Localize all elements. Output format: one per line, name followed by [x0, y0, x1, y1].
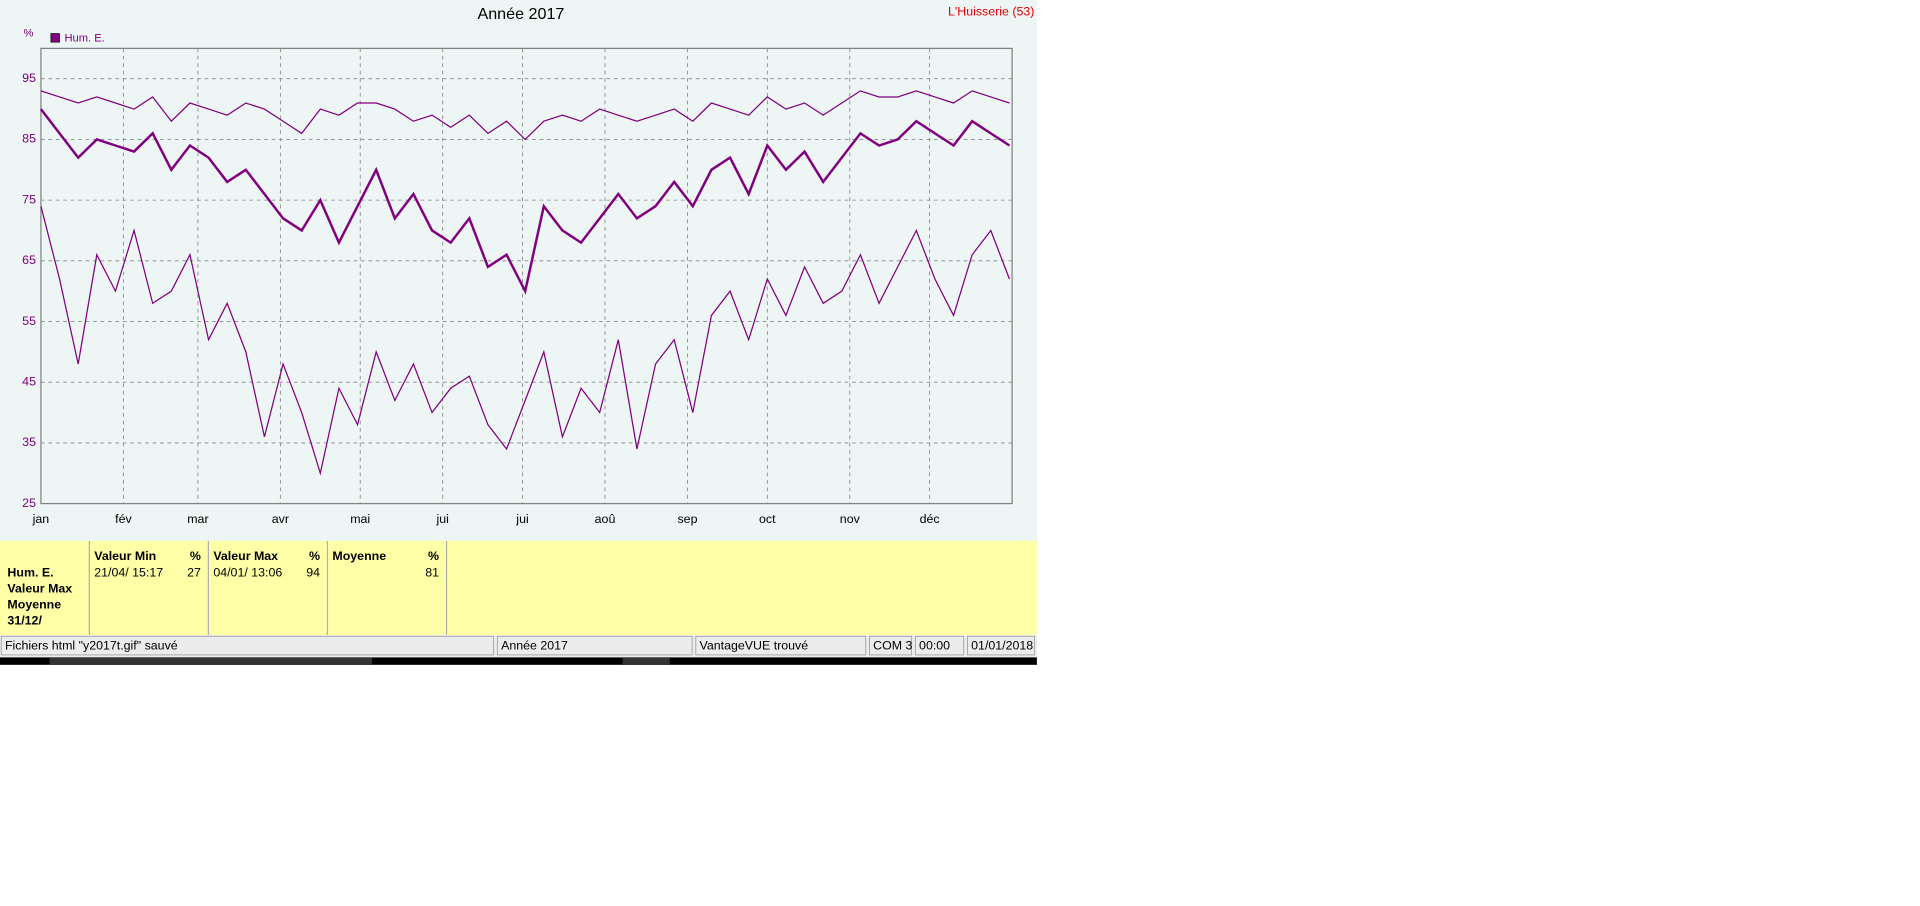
y-tick-label: 75	[22, 192, 36, 206]
status-text: Année 2017	[501, 639, 568, 653]
data-line	[39, 108, 1011, 295]
x-tick-label: oct	[759, 512, 776, 526]
row-label: Moyenne	[7, 598, 61, 612]
x-tick-label: jui	[435, 512, 448, 526]
y-tick-label: 95	[22, 71, 36, 85]
y-tick-label: 25	[22, 496, 36, 510]
summary: Hum. E. Valeur Max Moyenne 31/12/Valeur Min…	[7, 540, 448, 636]
taskbar-item	[622, 657, 670, 665]
column-value: 94	[306, 565, 320, 579]
column-value: 27	[187, 565, 201, 579]
column-unit: %	[309, 549, 320, 563]
x-tick-label: déc	[920, 512, 940, 526]
status-cell	[914, 635, 965, 656]
column-title: Moyenne	[332, 549, 386, 563]
data-line	[40, 206, 1011, 476]
status-cell	[496, 635, 693, 656]
y-tick-label: 35	[22, 435, 36, 449]
column-title: Valeur Max	[213, 549, 278, 563]
legend-label: Hum. E.	[64, 32, 104, 44]
grid: 25 35 45 55 65 75 85 95 jan fév mar avr mai jui jui aoû…	[22, 48, 1013, 526]
station-name: L'Huisserie (53)	[948, 5, 1034, 19]
status-text: Fichiers html "y2017t.gif" sauvé	[5, 639, 178, 653]
y-tick-label: 85	[22, 132, 36, 146]
x-tick-label: jui	[515, 512, 528, 526]
x-tick-label: jan	[32, 512, 50, 526]
x-tick-label: sep	[677, 512, 697, 526]
row-label: Valeur Max	[7, 581, 72, 595]
status-text: 00:00	[919, 639, 950, 653]
status-bar	[0, 635, 1037, 658]
column-title: Valeur Min	[94, 549, 156, 563]
x-tick-label: avr	[272, 512, 289, 526]
x-tick-label: mai	[350, 512, 370, 526]
chart-title: Année 2017	[477, 5, 564, 23]
column-unit: %	[190, 549, 201, 563]
row-label: 31/12/	[7, 614, 42, 628]
x-tick-label: mar	[187, 512, 208, 526]
x-tick-label: nov	[840, 512, 861, 526]
x-tick-label: aoû	[595, 512, 616, 526]
status-cell	[869, 635, 913, 656]
taskbar-strip	[0, 657, 1037, 665]
row-label: Hum. E.	[7, 565, 53, 579]
column-value: 81	[425, 565, 439, 579]
y-unit: %	[24, 27, 34, 39]
legend: Hum. E.	[50, 32, 105, 44]
status-text: COM 3	[873, 639, 912, 653]
summary-panel	[0, 540, 1037, 636]
y-tick-label: 45	[22, 374, 36, 388]
column-date: 21/04/ 15:17	[94, 565, 163, 579]
taskbar-item	[49, 657, 373, 665]
x-tick-label: fév	[115, 512, 132, 526]
status-items: Fichiers html "y2017t.gif" sauvé Année 20…	[0, 635, 1035, 656]
legend-swatch	[50, 33, 60, 43]
column-date: 04/01/ 13:06	[213, 565, 282, 579]
lines	[39, 90, 1011, 476]
y-tick-label: 55	[22, 314, 36, 328]
column-unit: %	[428, 549, 439, 563]
y-tick-label: 65	[22, 253, 36, 267]
status-text: VantageVUE trouvé	[700, 639, 809, 653]
status-text: 01/01/2018	[971, 639, 1033, 653]
plot-area	[40, 47, 1013, 505]
status-cell	[695, 635, 867, 656]
status-cell	[967, 635, 1035, 656]
data-line	[40, 90, 1010, 141]
status-cell	[0, 635, 495, 656]
